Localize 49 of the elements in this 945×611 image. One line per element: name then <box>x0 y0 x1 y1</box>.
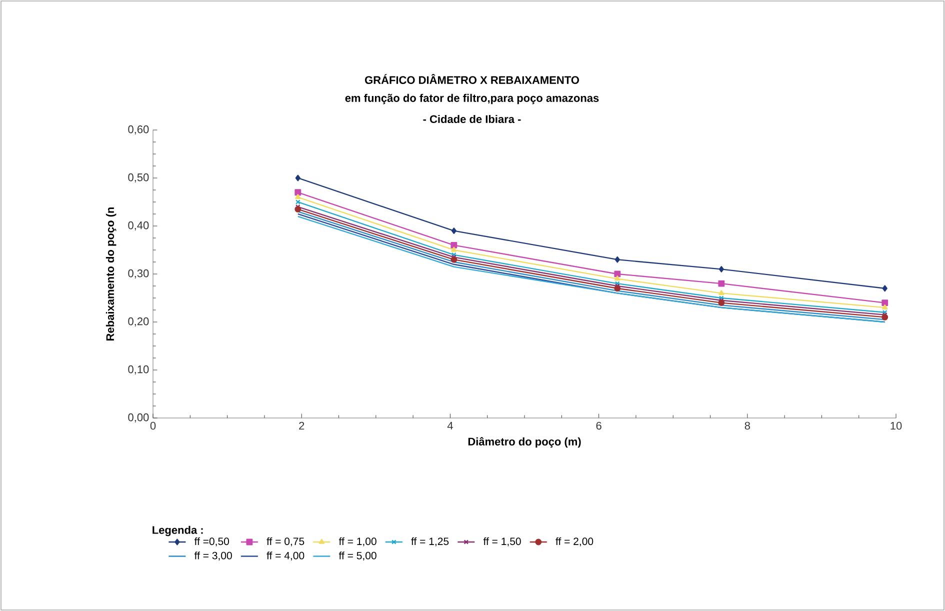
legend-label: ff = 4,00 <box>266 552 304 561</box>
chart-subtitle: em função do fator de filtro,para poço amazonas <box>345 94 599 104</box>
point <box>451 228 456 234</box>
y-tick-label: 0,10 <box>128 365 149 375</box>
x-axis-title: Diâmetro do poço (m) <box>468 437 581 448</box>
point <box>614 285 621 292</box>
point <box>295 194 301 200</box>
point <box>450 242 458 248</box>
legend-label: ff = 3,00 <box>194 552 232 561</box>
y-tick-label: 0,20 <box>128 317 149 327</box>
point <box>718 300 725 306</box>
point <box>718 290 724 296</box>
point <box>882 304 888 310</box>
x-tick-label: 0 <box>150 422 156 430</box>
y-tick-label: 0,40 <box>128 221 149 231</box>
point <box>718 296 724 300</box>
point <box>882 285 888 292</box>
legend-title: Legenda : <box>152 526 203 536</box>
point <box>451 246 457 252</box>
point <box>450 256 458 263</box>
point <box>718 280 725 287</box>
chart-title: GRÁFICO DIÂMETRO X REBAIXAMENTO <box>365 74 579 84</box>
x-tick-label: 10 <box>890 422 902 430</box>
point <box>718 266 724 272</box>
point <box>614 281 620 286</box>
point <box>295 174 300 182</box>
legend-label: ff = 5,00 <box>338 552 376 561</box>
legend-label: ff = 1,25 <box>411 537 449 546</box>
point <box>614 256 620 263</box>
legend-label: ff = 2,00 <box>556 537 594 546</box>
x-tick-label: 6 <box>596 422 602 430</box>
legend-label: ff = 0,75 <box>266 537 304 546</box>
legend-label: ff =0,50 <box>194 537 229 546</box>
y-tick-label: 0,00 <box>128 413 149 423</box>
point <box>882 300 888 306</box>
x-tick-label: 8 <box>744 422 750 430</box>
y-axis-title: Rebaixamento do poço (n <box>106 207 116 340</box>
y-tick-label: 0,60 <box>128 125 149 135</box>
y-tick-label: 0,50 <box>128 173 149 183</box>
x-tick-label: 4 <box>447 422 453 430</box>
y-tick-label: 0,30 <box>128 269 149 279</box>
text: - Cidade de Ibiara - <box>423 114 521 124</box>
point <box>451 252 456 258</box>
point <box>614 270 621 278</box>
legend-label: ff = 1,50 <box>483 537 521 546</box>
point <box>294 189 302 196</box>
point <box>614 276 620 281</box>
x-tick-label: 2 <box>299 422 304 430</box>
legend-label: ff = 1,00 <box>338 537 376 546</box>
